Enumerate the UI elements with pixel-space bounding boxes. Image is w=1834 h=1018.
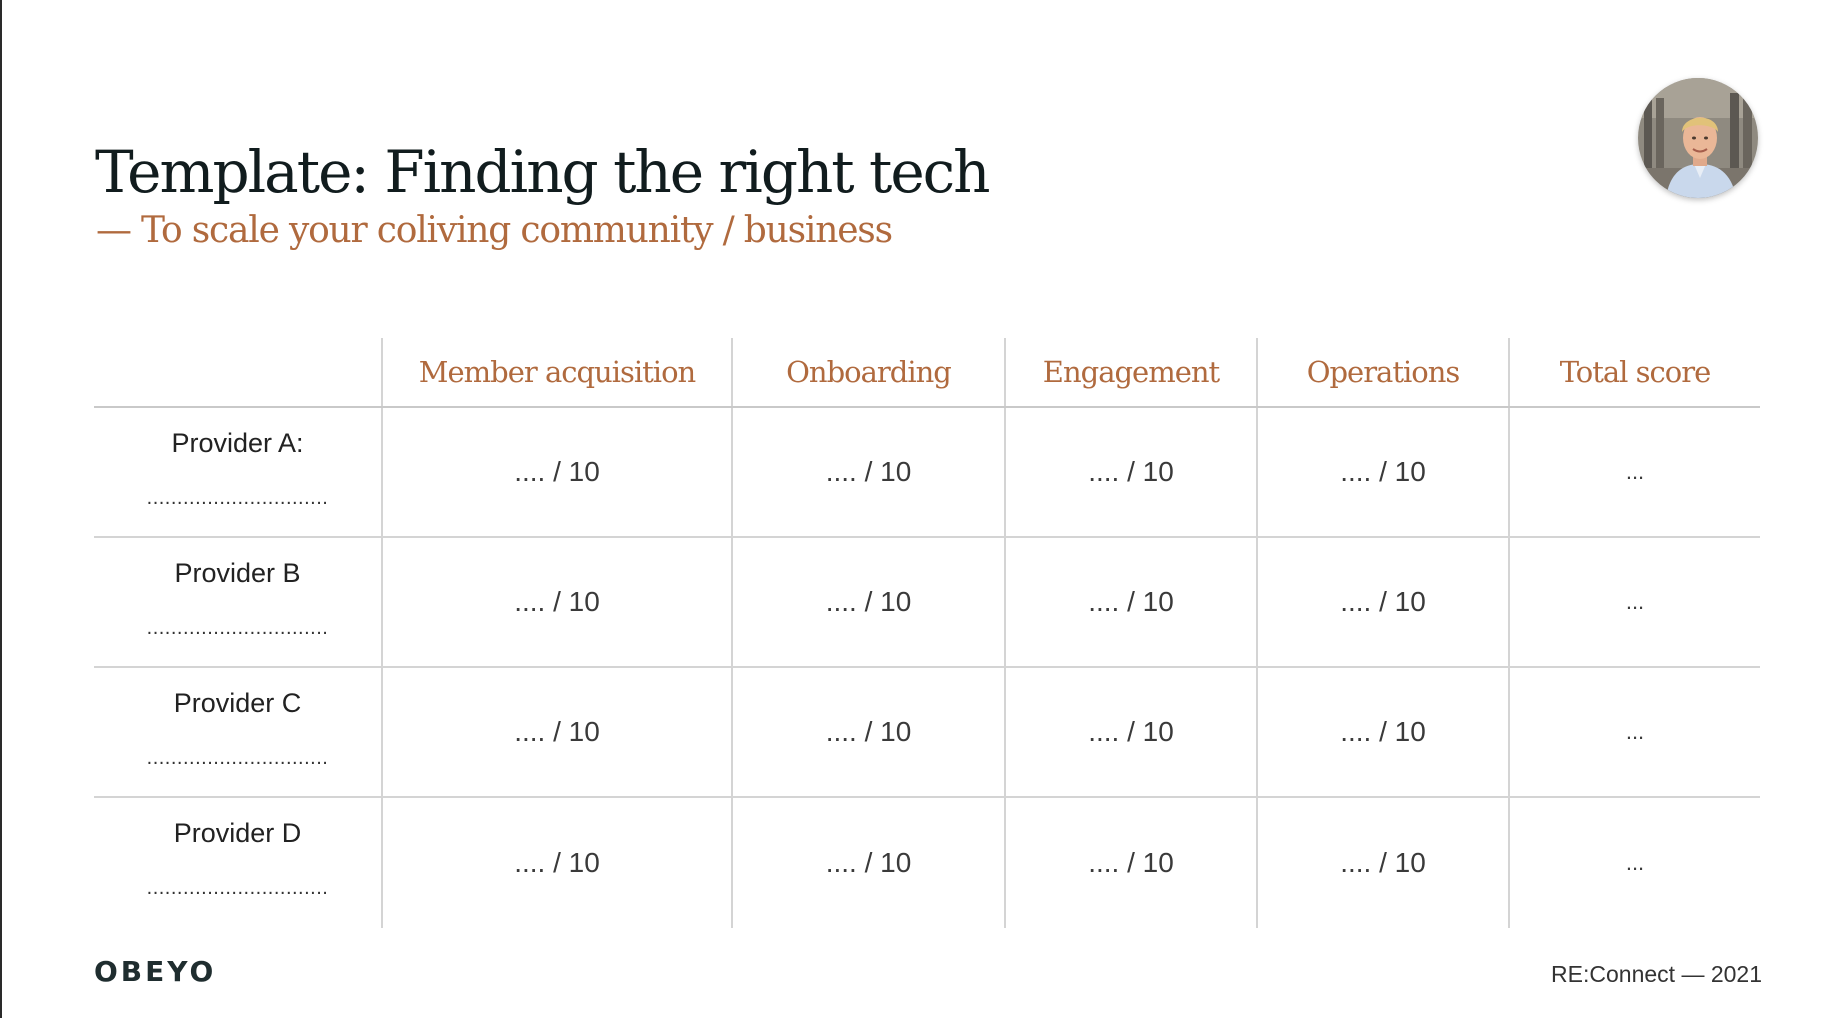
header-onboarding: Onboarding bbox=[731, 338, 1004, 406]
presenter-avatar bbox=[1638, 78, 1758, 198]
slide-title: Template: Finding the right tech bbox=[95, 138, 991, 206]
score-operations: .... / 10 bbox=[1256, 408, 1508, 536]
presenter-photo-icon bbox=[1638, 78, 1758, 198]
score-onboarding: .... / 10 bbox=[731, 408, 1004, 536]
score-onboarding: .... / 10 bbox=[731, 798, 1004, 928]
score-operations: .... / 10 bbox=[1256, 668, 1508, 796]
comparison-table: Member acquisition Onboarding Engagement… bbox=[94, 338, 1760, 928]
provider-blank-line: .............................. bbox=[146, 617, 329, 639]
score-engagement: .... / 10 bbox=[1004, 798, 1256, 928]
score-total: ... bbox=[1508, 408, 1760, 536]
score-total: ... bbox=[1508, 798, 1760, 928]
provider-name: Provider C bbox=[173, 688, 302, 718]
provider-name: Provider A: bbox=[171, 428, 304, 458]
header-engagement: Engagement bbox=[1004, 338, 1256, 406]
provider-cell: Provider C .............................… bbox=[94, 668, 381, 796]
score-onboarding: .... / 10 bbox=[731, 538, 1004, 666]
provider-cell: Provider D .............................… bbox=[94, 798, 381, 928]
score-operations: .... / 10 bbox=[1256, 538, 1508, 666]
score-engagement: .... / 10 bbox=[1004, 408, 1256, 536]
table-row: Provider B .............................… bbox=[94, 538, 1760, 668]
score-member-acquisition: .... / 10 bbox=[381, 408, 731, 536]
score-total: ... bbox=[1508, 538, 1760, 666]
score-onboarding: .... / 10 bbox=[731, 668, 1004, 796]
footer-event: RE:Connect — 2021 bbox=[1551, 961, 1762, 987]
score-operations: .... / 10 bbox=[1256, 798, 1508, 928]
provider-blank-line: .............................. bbox=[146, 487, 329, 509]
header-empty bbox=[94, 338, 381, 406]
table-row: Provider C .............................… bbox=[94, 668, 1760, 798]
score-member-acquisition: .... / 10 bbox=[381, 798, 731, 928]
score-member-acquisition: .... / 10 bbox=[381, 668, 731, 796]
brand-logo: OBEYO bbox=[94, 955, 217, 988]
header-operations: Operations bbox=[1256, 338, 1508, 406]
slide-edge bbox=[0, 0, 2, 1018]
provider-name: Provider D bbox=[173, 818, 302, 848]
table-row: Provider D .............................… bbox=[94, 798, 1760, 928]
provider-cell: Provider A: ............................… bbox=[94, 408, 381, 536]
table-header-row: Member acquisition Onboarding Engagement… bbox=[94, 338, 1760, 408]
provider-blank-line: .............................. bbox=[146, 747, 329, 769]
slide-subtitle: — To scale your coliving community / bus… bbox=[96, 210, 893, 251]
score-member-acquisition: .... / 10 bbox=[381, 538, 731, 666]
score-engagement: .... / 10 bbox=[1004, 538, 1256, 666]
provider-blank-line: .............................. bbox=[146, 877, 329, 899]
provider-cell: Provider B .............................… bbox=[94, 538, 381, 666]
score-engagement: .... / 10 bbox=[1004, 668, 1256, 796]
header-member-acquisition: Member acquisition bbox=[381, 338, 731, 406]
score-total: ... bbox=[1508, 668, 1760, 796]
provider-name: Provider B bbox=[174, 558, 301, 588]
table-row: Provider A: ............................… bbox=[94, 408, 1760, 538]
header-total-score: Total score bbox=[1508, 338, 1760, 406]
